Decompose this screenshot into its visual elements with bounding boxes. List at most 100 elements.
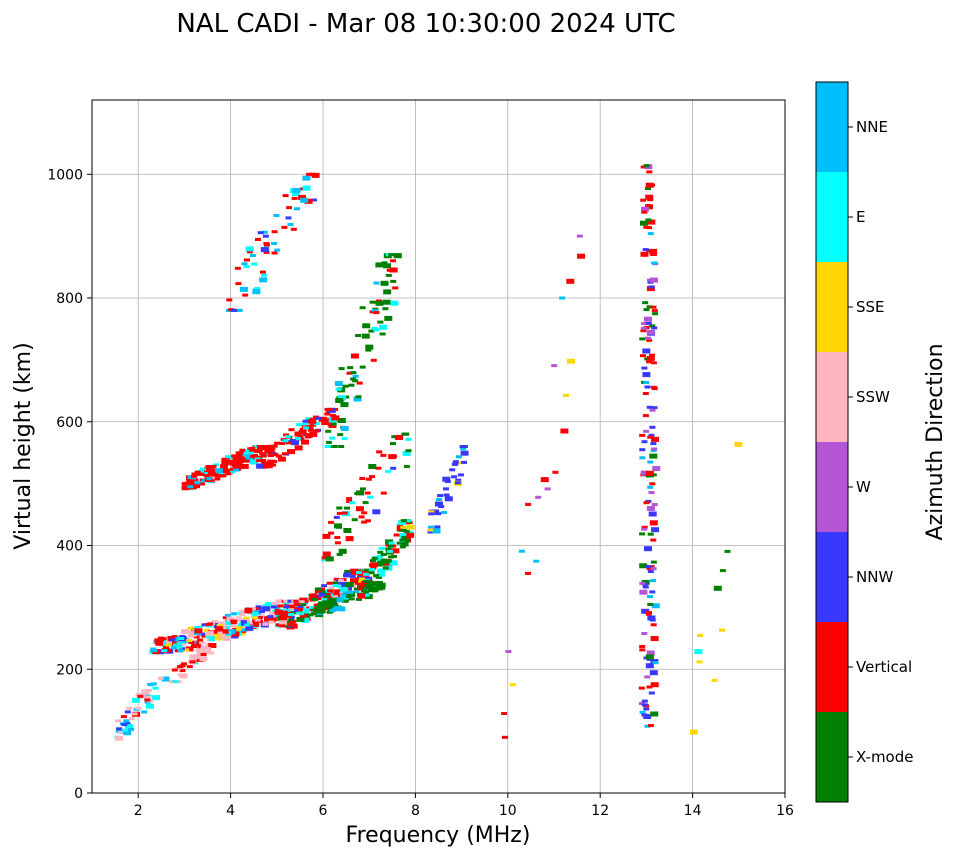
data-point — [326, 610, 333, 614]
data-point — [652, 312, 659, 316]
data-point — [644, 316, 652, 322]
colorbar-tick-label: SSW — [856, 388, 890, 406]
data-point — [348, 383, 355, 387]
data-point — [365, 519, 371, 523]
data-point — [271, 444, 278, 448]
data-point — [179, 669, 186, 673]
data-point — [358, 577, 365, 581]
data-point — [263, 250, 270, 254]
data-point — [332, 595, 339, 599]
data-point — [239, 613, 246, 617]
data-point — [377, 582, 386, 588]
data-point — [215, 626, 224, 632]
data-point — [324, 445, 331, 448]
data-point — [313, 429, 320, 433]
data-point — [146, 703, 154, 709]
data-point — [271, 602, 278, 606]
data-point — [265, 602, 272, 605]
data-point — [285, 216, 292, 220]
data-point — [334, 541, 341, 545]
data-point — [300, 603, 307, 606]
data-point — [337, 433, 344, 437]
data-point — [230, 624, 237, 628]
data-point — [646, 611, 652, 615]
data-point — [640, 329, 647, 333]
data-point — [334, 381, 343, 387]
data-point — [191, 474, 197, 478]
data-point — [648, 724, 654, 727]
data-point — [337, 606, 346, 612]
data-point — [328, 531, 335, 535]
data-point — [321, 598, 328, 602]
data-point — [268, 620, 275, 624]
data-point — [288, 618, 295, 622]
data-point — [291, 623, 297, 627]
data-point — [370, 566, 377, 570]
data-point — [645, 187, 651, 190]
data-point — [400, 541, 409, 547]
data-point — [350, 569, 357, 573]
data-point — [255, 455, 262, 459]
data-point — [243, 616, 250, 620]
data-point — [121, 728, 128, 732]
data-point — [435, 501, 443, 507]
data-point — [254, 607, 261, 611]
data-point — [262, 234, 269, 238]
data-point — [373, 586, 380, 590]
data-point — [649, 482, 656, 486]
data-point — [385, 547, 392, 551]
data-point — [639, 532, 646, 536]
data-point — [402, 450, 411, 456]
plot-marks — [114, 164, 743, 741]
chart-title: NAL CADI - Mar 08 10:30:00 2024 UTC — [176, 9, 675, 39]
data-point — [647, 603, 654, 606]
data-point — [287, 609, 296, 614]
data-point — [327, 604, 334, 608]
data-point — [313, 422, 320, 426]
data-point — [178, 666, 185, 670]
data-point — [647, 570, 654, 573]
data-point — [373, 311, 380, 315]
data-point — [302, 175, 311, 181]
data-point — [331, 445, 338, 448]
data-point — [264, 450, 271, 454]
y-tick-label: 600 — [56, 415, 83, 431]
data-point — [125, 724, 133, 730]
data-point — [215, 629, 222, 633]
data-point — [189, 654, 198, 660]
data-point — [231, 454, 238, 458]
data-point — [311, 598, 318, 601]
data-point — [381, 558, 388, 562]
data-point — [390, 466, 397, 470]
data-point — [277, 604, 284, 608]
data-point — [269, 459, 276, 463]
data-point — [249, 459, 258, 465]
data-point — [251, 616, 258, 620]
data-point — [332, 592, 341, 597]
data-point — [267, 444, 276, 450]
data-point — [236, 462, 243, 466]
data-point — [518, 549, 525, 553]
data-point — [157, 636, 164, 640]
data-point — [205, 635, 212, 639]
data-point — [428, 525, 435, 529]
data-point — [641, 608, 650, 614]
data-point — [271, 613, 280, 619]
data-point — [124, 722, 131, 726]
data-point — [322, 600, 329, 604]
data-point — [187, 626, 194, 630]
data-point — [460, 447, 467, 451]
data-point — [719, 569, 726, 573]
data-point — [281, 599, 288, 603]
data-point — [350, 377, 357, 381]
colorbar-tick-label: Vertical — [856, 658, 912, 676]
data-point — [156, 649, 165, 655]
data-point — [201, 479, 208, 483]
data-point — [290, 227, 297, 231]
data-point — [324, 412, 331, 416]
data-point — [214, 468, 223, 474]
data-point — [639, 710, 646, 714]
data-point — [235, 451, 244, 457]
data-point — [340, 402, 349, 408]
data-point — [641, 366, 648, 370]
